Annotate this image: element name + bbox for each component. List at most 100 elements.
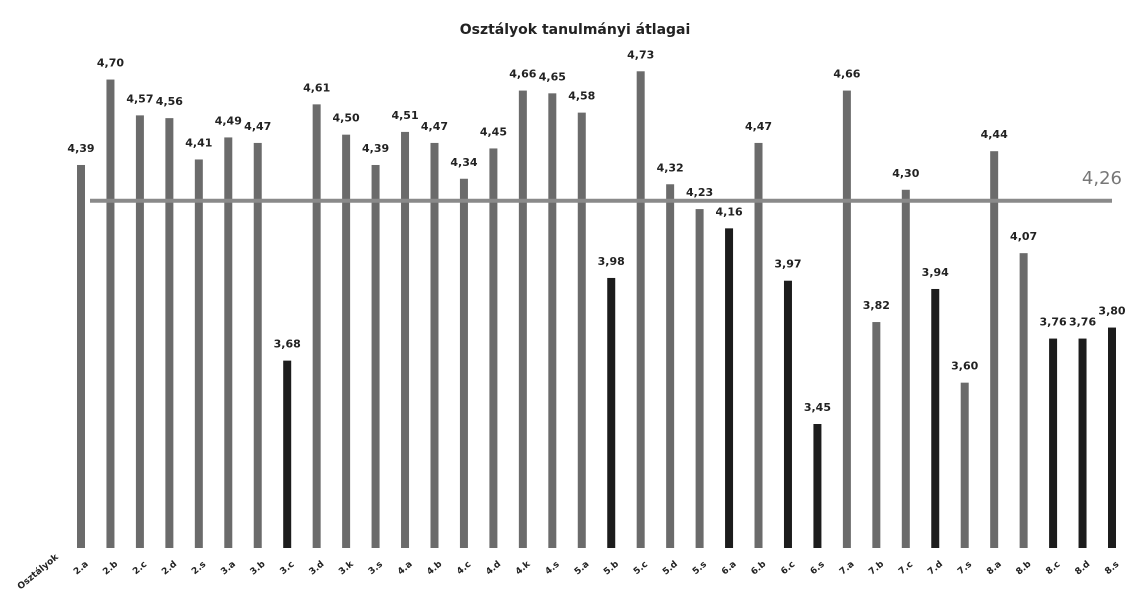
value-label: 4,39 — [67, 142, 94, 155]
value-label: 4,47 — [745, 120, 772, 133]
value-label: 4,45 — [480, 125, 507, 138]
bar — [1078, 338, 1087, 548]
x-tick-label: 3.a — [219, 559, 238, 577]
x-tick-label: 8.a — [985, 559, 1004, 577]
bar — [489, 148, 498, 548]
bar — [666, 184, 675, 548]
value-label: 4,66 — [833, 68, 860, 81]
bar — [990, 151, 999, 548]
x-tick-label: 8.b — [1015, 559, 1034, 577]
bar — [813, 424, 822, 548]
x-tick-label: 2.a — [72, 559, 91, 577]
bar — [342, 134, 351, 548]
bar — [548, 93, 557, 548]
value-label: 4,73 — [627, 48, 654, 61]
value-label: 4,49 — [215, 114, 242, 127]
value-label: 3,60 — [951, 360, 978, 373]
chart-title: Osztályok tanulmányi átlagai — [460, 22, 691, 38]
bar — [283, 360, 292, 548]
bar — [872, 322, 881, 548]
bar — [901, 189, 910, 548]
x-tick-label: 8.s — [1103, 560, 1121, 577]
bar — [106, 79, 115, 549]
value-label: 4,39 — [362, 142, 389, 155]
value-label: 4,56 — [156, 95, 183, 108]
value-label: 3,98 — [598, 255, 625, 268]
x-tick-label: 4.c — [455, 560, 473, 577]
bar — [754, 142, 763, 548]
bar — [518, 90, 527, 549]
value-label: 4,23 — [686, 186, 713, 199]
bar — [371, 164, 380, 548]
bar — [577, 112, 586, 548]
value-label: 4,16 — [715, 205, 742, 218]
x-tick-label: 7.c — [897, 560, 915, 577]
value-label: 4,41 — [185, 136, 212, 149]
x-tick-label: 3.k — [337, 559, 356, 577]
x-tick-label: 4.b — [425, 559, 444, 577]
value-label: 3,97 — [774, 258, 801, 271]
x-tick-label: 7.d — [926, 559, 945, 577]
x-tick-label: 3.d — [308, 559, 327, 577]
value-label: 3,68 — [274, 338, 301, 351]
value-label: 4,66 — [509, 68, 536, 81]
bar — [783, 280, 792, 548]
x-tick-label: 4.a — [396, 559, 415, 577]
x-tick-label: 7.a — [838, 559, 857, 577]
bar — [1019, 253, 1028, 548]
bar — [165, 118, 174, 548]
x-tick-label: 2.b — [101, 559, 120, 577]
x-tick-label: 5.d — [661, 559, 680, 577]
x-tick-label: 8.d — [1073, 559, 1092, 577]
x-tick-label: 4.k — [514, 559, 533, 577]
value-label: 3,76 — [1069, 316, 1096, 329]
bar — [842, 90, 851, 549]
bar — [1049, 338, 1058, 548]
bar — [636, 71, 645, 549]
bar — [401, 131, 410, 548]
value-label: 4,44 — [981, 128, 1008, 141]
value-label: 3,76 — [1040, 316, 1067, 329]
bar — [135, 115, 144, 548]
x-tick-label: 6.s — [809, 560, 827, 577]
x-tick-label: 5.a — [573, 559, 592, 577]
x-tick-label: 4.s — [544, 560, 562, 577]
bar — [960, 382, 969, 548]
average-label: 4,26 — [1082, 168, 1122, 189]
value-label: 4,50 — [333, 112, 360, 125]
bar — [695, 209, 704, 549]
x-tick-label: 2.c — [131, 560, 149, 577]
bar — [430, 142, 439, 548]
bar — [77, 164, 85, 548]
value-label: 4,70 — [97, 57, 124, 70]
x-tick-label: 6.b — [749, 559, 768, 577]
value-label: 4,51 — [391, 109, 418, 122]
bar — [1108, 327, 1116, 548]
bar — [725, 228, 734, 548]
bar — [931, 288, 940, 548]
value-label: 4,30 — [892, 167, 919, 180]
x-tick-label: 6.c — [779, 560, 797, 577]
value-label: 4,34 — [450, 156, 477, 169]
value-label: 4,65 — [539, 70, 566, 83]
value-label: 4,32 — [657, 161, 684, 174]
bar — [607, 277, 616, 548]
value-label: 4,07 — [1010, 230, 1037, 243]
x-axis-label: Osztályok — [16, 552, 61, 592]
bar — [459, 178, 468, 548]
value-label: 4,57 — [126, 92, 153, 105]
bar — [194, 159, 203, 548]
x-tick-label: 5.b — [602, 559, 621, 577]
x-tick-label: 5.c — [632, 560, 650, 577]
x-tick-label: 3.s — [367, 560, 385, 577]
x-tick-label: 7.s — [956, 560, 974, 577]
bar — [253, 142, 262, 548]
x-tick-label: 2.s — [190, 560, 208, 577]
value-label: 4,58 — [568, 90, 595, 103]
bar — [224, 137, 233, 548]
x-tick-label: 3.b — [249, 559, 268, 577]
x-tick-label: 6.a — [720, 559, 739, 577]
value-label: 3,80 — [1098, 305, 1125, 318]
value-label: 3,45 — [804, 401, 831, 414]
